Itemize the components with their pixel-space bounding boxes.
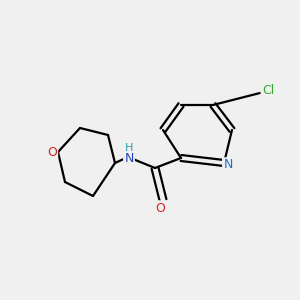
Text: Cl: Cl [262,85,274,98]
Text: H: H [125,143,133,153]
Text: O: O [47,146,57,158]
Text: N: N [223,158,233,172]
Text: O: O [155,202,165,214]
Text: N: N [124,152,134,166]
